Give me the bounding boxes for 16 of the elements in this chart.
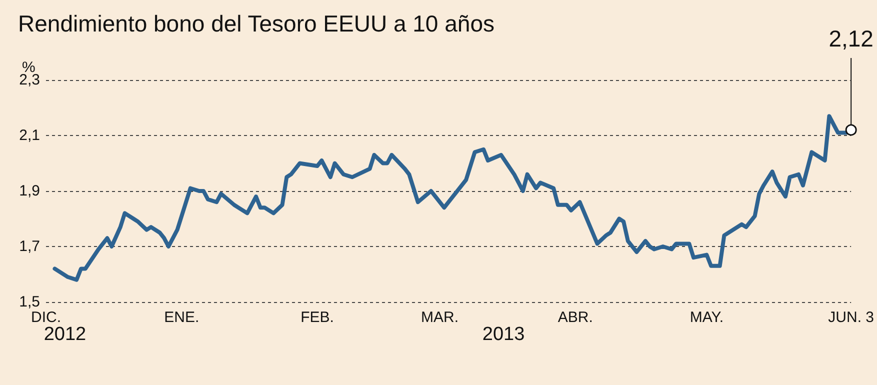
x-tick-label: ENE. [164, 309, 200, 326]
x-tick-label: MAY. [690, 309, 724, 326]
y-tick-label: 1,9 [19, 182, 40, 200]
y-tick-label: 2,3 [19, 72, 40, 88]
chart-title: Rendimiento bono del Tesoro EEUU a 10 años [18, 10, 494, 36]
text: 2013 [482, 324, 525, 345]
x-tick-label: ABR. [558, 309, 593, 326]
annotation: 2,12 [828, 26, 874, 52]
x-tick-label: JUN. 3 [828, 309, 874, 326]
x-tick-label: FEB. [300, 309, 334, 326]
y-tick-label: 1,5 [19, 294, 40, 310]
x-tick-label: MAR. [421, 309, 459, 326]
y-tick-label: 2,1 [19, 127, 40, 144]
text: 2012 [44, 324, 86, 345]
x-tick-label: DIC. [31, 309, 61, 326]
y-tick-label: 1,7 [19, 238, 40, 255]
